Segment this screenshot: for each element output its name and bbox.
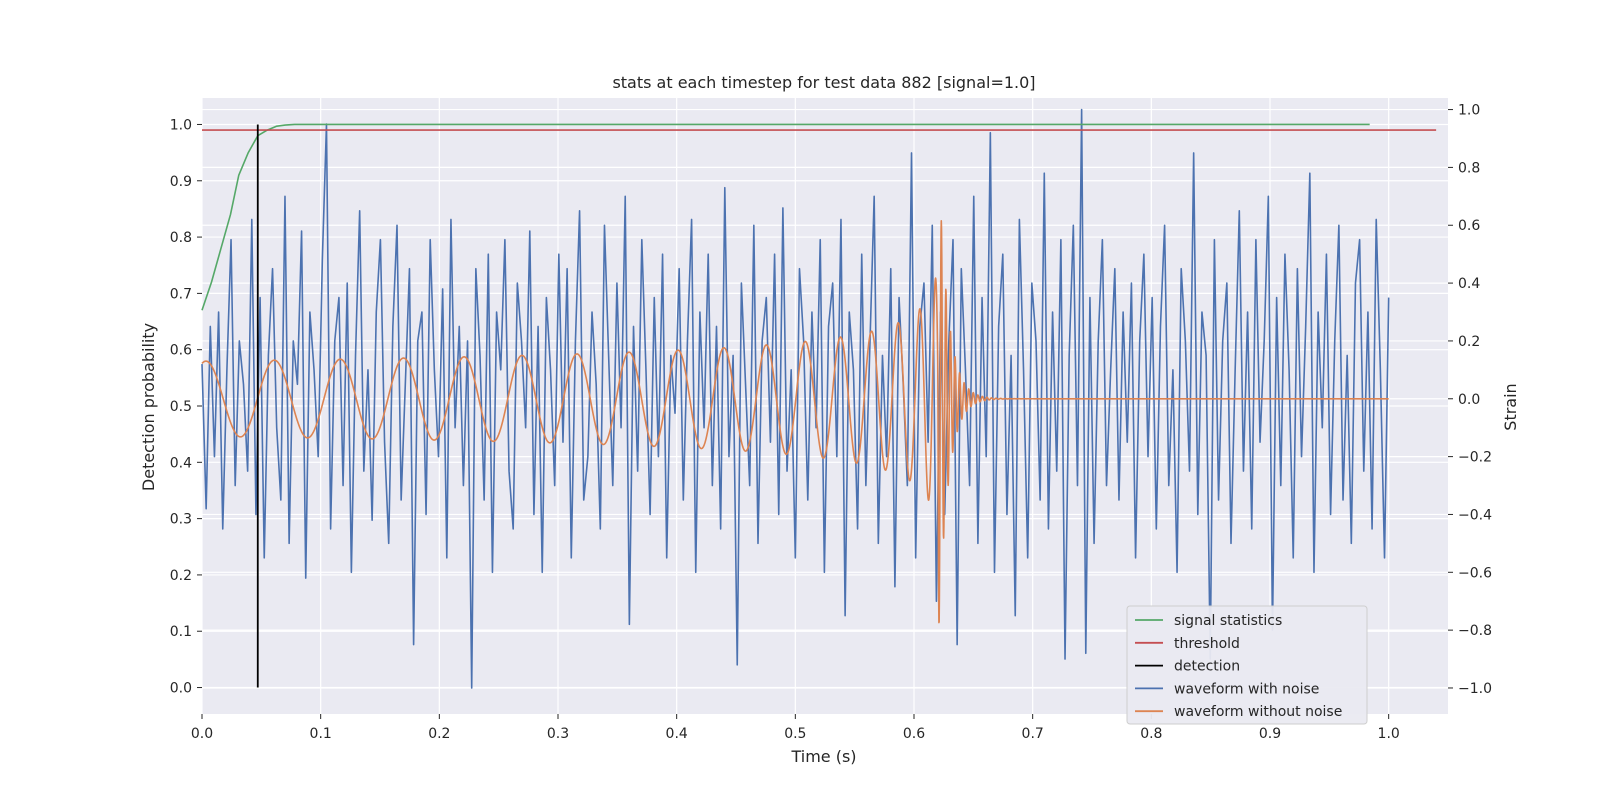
y-right-tick-label: −1.0 xyxy=(1458,681,1492,697)
series-waveform-without-noise xyxy=(201,219,1390,624)
x-axis-label: Time (s) xyxy=(790,747,856,766)
y-right-tick-label: −0.4 xyxy=(1458,507,1492,523)
y-right-tick-label: −0.8 xyxy=(1458,623,1492,639)
x-tick-label: 0.7 xyxy=(1022,726,1044,742)
x-tick-label: 0.5 xyxy=(784,726,806,742)
y-left-tick-label: 0.4 xyxy=(170,455,192,471)
x-tick-label: 0.8 xyxy=(1140,726,1162,742)
y-left-tick-label: 1.0 xyxy=(170,117,192,133)
series-signal-statistics xyxy=(201,123,1370,311)
y-left-tick-label: 0.8 xyxy=(170,230,192,246)
legend-label: signal statistics xyxy=(1174,613,1282,629)
x-tick-label: 0.1 xyxy=(310,726,332,742)
y-right-tick-label: −0.6 xyxy=(1458,565,1492,581)
y-right-tick-label: 1.0 xyxy=(1458,103,1480,119)
x-tick-label: 0.4 xyxy=(666,726,688,742)
chart-legend: signal statistics threshold detection wavef… xyxy=(1126,605,1368,725)
y-left-tick-label: 0.6 xyxy=(170,343,192,359)
y-left-tick-label: 0.7 xyxy=(170,286,192,302)
y-axis-left-label: Detection probability xyxy=(139,323,158,491)
legend-box xyxy=(1126,605,1368,725)
x-tick-label: 1.0 xyxy=(1378,726,1400,742)
legend-label: waveform with noise xyxy=(1174,681,1319,697)
y-right-tick-label: 0.6 xyxy=(1458,218,1480,234)
x-tick-label: 0.6 xyxy=(903,726,925,742)
y-axis-right-label: Strain xyxy=(1501,383,1520,430)
y-left-tick-label: 0.0 xyxy=(170,681,192,697)
x-tick-label: 0.0 xyxy=(191,726,213,742)
x-tick-label: 0.9 xyxy=(1259,726,1281,742)
y-right-tick-label: 0.0 xyxy=(1458,392,1480,408)
y-right-tick-label: 0.8 xyxy=(1458,160,1480,176)
y-left-tick-label: 0.2 xyxy=(170,568,192,584)
x-tick-label: 0.2 xyxy=(428,726,450,742)
y-right-tick-label: −0.2 xyxy=(1458,450,1492,466)
legend-label: detection xyxy=(1174,659,1240,675)
y-right-tick-label: 0.4 xyxy=(1458,276,1480,292)
y-left-tick-label: 0.5 xyxy=(170,399,192,415)
legend-label: waveform without noise xyxy=(1174,704,1342,720)
y-left-tick-label: 0.9 xyxy=(170,174,192,190)
chart-title: stats at each timestep for test data 882… xyxy=(612,73,1035,92)
series-waveform-with-noise xyxy=(201,108,1390,689)
y-right-tick-label: 0.2 xyxy=(1458,334,1480,350)
x-tick-label: 0.3 xyxy=(547,726,569,742)
y-left-tick-label: 0.1 xyxy=(170,624,192,640)
legend-label: threshold xyxy=(1174,636,1240,652)
y-left-tick-label: 0.3 xyxy=(170,512,192,528)
